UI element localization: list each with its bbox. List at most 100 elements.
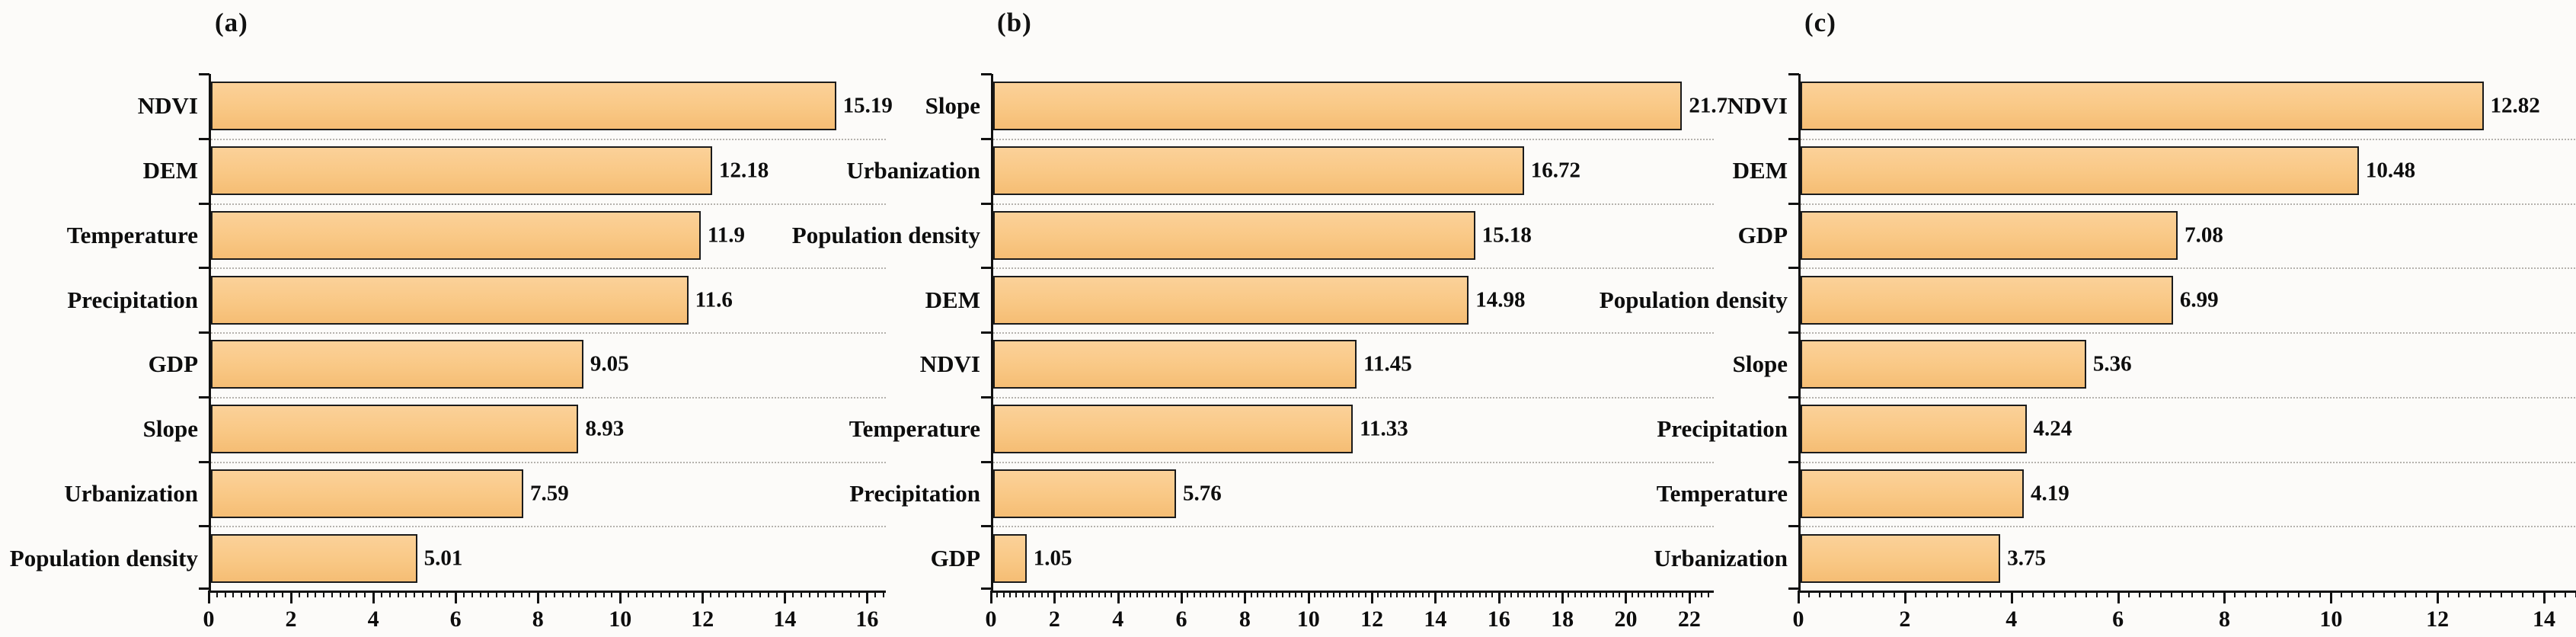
row-gridline (1801, 461, 2576, 463)
category-label: Slope (142, 415, 198, 443)
x-axis-minor-tick (1829, 591, 1831, 597)
x-axis-minor-tick (520, 591, 523, 597)
y-axis-tick (1788, 73, 1799, 75)
value-label: 16.72 (1530, 158, 1581, 183)
x-axis-tick-label: 6 (449, 607, 462, 632)
x-axis-major-tick (619, 591, 622, 603)
x-axis-minor-tick (628, 591, 630, 597)
x-axis-minor-tick (734, 591, 737, 597)
x-axis-major-tick (2330, 591, 2333, 603)
x-axis-minor-tick (2458, 591, 2460, 597)
x-axis-minor-tick (669, 591, 671, 597)
x-axis-minor-tick (1989, 591, 1991, 597)
x-axis-minor-tick (1383, 591, 1385, 597)
x-axis-minor-tick (224, 591, 226, 597)
x-axis-minor-tick (2213, 591, 2215, 597)
x-axis-minor-tick (241, 591, 243, 597)
x-axis-minor-tick (1098, 591, 1100, 597)
x-axis-minor-tick (487, 591, 490, 597)
row-gridline (211, 203, 886, 205)
x-axis-minor-tick (1529, 591, 1532, 597)
x-axis-minor-tick (2074, 591, 2076, 597)
value-label: 7.59 (530, 481, 569, 506)
x-axis-minor-tick (996, 591, 999, 597)
x-axis-tick-label: 8 (1238, 607, 1251, 632)
row-gridline (1801, 267, 2576, 270)
x-axis-minor-tick (1701, 591, 1703, 597)
x-axis-minor-tick (2106, 591, 2108, 597)
x-axis-minor-tick (1657, 591, 1659, 597)
x-axis-minor-tick (1650, 591, 1652, 597)
x-axis-major-tick (702, 591, 705, 603)
y-axis-tick (199, 587, 209, 590)
x-axis-minor-tick (1130, 591, 1132, 597)
x-axis-minor-tick (2149, 591, 2151, 597)
x-axis-minor-tick (1200, 591, 1202, 597)
bar-urbanization (211, 469, 524, 518)
value-label: 11.33 (1360, 416, 1408, 441)
plot-area-a: 15.19 12.18 11.9 11.6 9.05 8.93 7.59 5.01 (199, 73, 893, 593)
x-axis-tick-label: 14 (1424, 607, 1447, 632)
x-axis-minor-tick (2362, 591, 2364, 597)
x-axis-minor-tick (1619, 591, 1621, 597)
category-label: Precipitation (849, 479, 980, 507)
x-axis-tick-label: 2 (1048, 607, 1060, 632)
x-axis-minor-tick (1676, 591, 1678, 597)
x-axis-minor-tick (1333, 591, 1335, 597)
y-axis-tick (199, 395, 209, 399)
x-axis-major-tick (1181, 591, 1184, 603)
x-axis-minor-tick (479, 591, 481, 597)
x-axis-tick-label: 10 (609, 607, 632, 632)
x-axis-minor-tick (1174, 591, 1176, 597)
x-axis-minor-tick (1807, 591, 1810, 597)
x-axis-major-tick (1798, 591, 1800, 603)
x-axis-minor-tick (1162, 591, 1164, 597)
x-axis-minor-tick (1091, 591, 1094, 597)
value-label: 15.19 (842, 93, 893, 118)
x-axis-minor-tick (2085, 591, 2087, 597)
x-axis-minor-tick (710, 591, 712, 597)
x-axis-minor-tick (1187, 591, 1189, 597)
value-label: 7.08 (2184, 222, 2223, 248)
x-axis-minor-tick (2277, 591, 2279, 597)
value-label: 12.18 (719, 158, 769, 183)
chart-panel-c: (c) 12.82 10.48 7.08 6.99 5.36 4.24 4.19 3.75 0… (1600, 0, 2576, 637)
x-axis-tick-label: 0 (203, 607, 215, 632)
x-axis-minor-tick (1377, 591, 1379, 597)
row-gridline (1801, 396, 2576, 399)
x-axis-minor-tick (2063, 591, 2066, 597)
x-axis-minor-tick (1276, 591, 1278, 597)
category-label: NDVI (1727, 92, 1788, 120)
x-axis-minor-tick (397, 591, 399, 597)
x-axis-minor-tick (1168, 591, 1170, 597)
bar-population-density (993, 210, 1475, 260)
x-axis-minor-tick (800, 591, 802, 597)
bar-ndvi (1801, 82, 2484, 131)
y-axis-tick (981, 460, 992, 463)
x-axis-minor-tick (1149, 591, 1151, 597)
y-axis-tick (1788, 202, 1799, 205)
x-axis-minor-tick (1390, 591, 1392, 597)
row-gridline (211, 396, 886, 399)
x-axis-major-tick (1688, 591, 1691, 603)
y-axis-tick (981, 267, 992, 270)
category-label: DEM (1732, 157, 1788, 184)
x-axis-minor-tick (849, 591, 852, 597)
row-gridline (993, 526, 1714, 528)
x-axis-minor-tick (751, 591, 753, 597)
x-axis-major-tick (455, 591, 458, 603)
x-axis-minor-tick (1415, 591, 1417, 597)
x-axis-minor-tick (1978, 591, 1980, 597)
x-axis-major-tick (1497, 591, 1501, 603)
chart-panel-b: (b) 21.7 16.72 15.18 14.98 11.45 11.33 5.76 1.0… (792, 0, 1727, 637)
x-axis-minor-tick (1510, 591, 1513, 597)
x-axis-minor-tick (1695, 591, 1697, 597)
x-axis-minor-tick (1485, 591, 1488, 597)
x-axis-major-tick (1903, 591, 1906, 603)
x-axis-minor-tick (1040, 591, 1043, 597)
bar-ndvi (993, 340, 1357, 389)
x-axis-minor-tick (1402, 591, 1405, 597)
x-axis-minor-tick (471, 591, 473, 597)
x-axis-minor-tick (1935, 591, 1938, 597)
x-axis-minor-tick (2245, 591, 2247, 597)
